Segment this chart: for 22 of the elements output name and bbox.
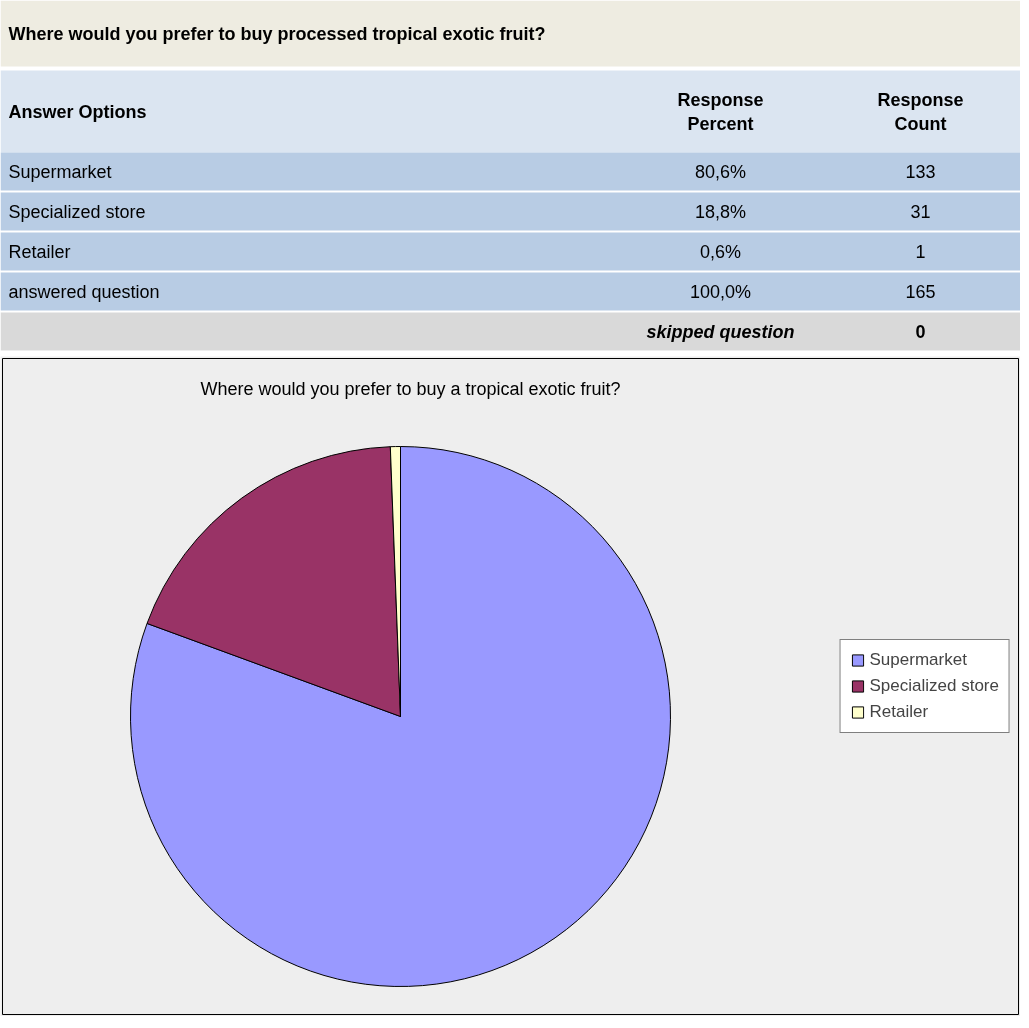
text: 18,8%: [694, 201, 747, 222]
text: Response Count: [877, 89, 964, 134]
text: skipped question: [646, 321, 795, 342]
text: 31: [910, 202, 931, 222]
text: 0,6%: [699, 241, 742, 262]
text: Answer Options: [8, 101, 147, 122]
text: Retailer: [8, 241, 71, 262]
text: 100,0%: [689, 281, 752, 302]
text: Where would you prefer to buy processed tropical exotic fruit?: [8, 23, 546, 44]
text: 165: [905, 282, 936, 302]
text: 80,6%: [694, 161, 747, 182]
text: Supermarket: [8, 161, 112, 182]
legend-label: Specialized store: [869, 676, 999, 696]
text: Specialized store: [8, 201, 146, 222]
text: 133: [905, 162, 936, 182]
legend-label: Supermarket: [869, 650, 967, 670]
text: 1: [915, 242, 926, 262]
text: 0: [915, 322, 926, 342]
legend-label: Retailer: [869, 702, 929, 722]
text: Response Percent: [677, 89, 764, 134]
text: answered question: [8, 281, 160, 302]
chart-title: Where would you prefer to buy a tropical exotic fruit?: [200, 378, 621, 399]
